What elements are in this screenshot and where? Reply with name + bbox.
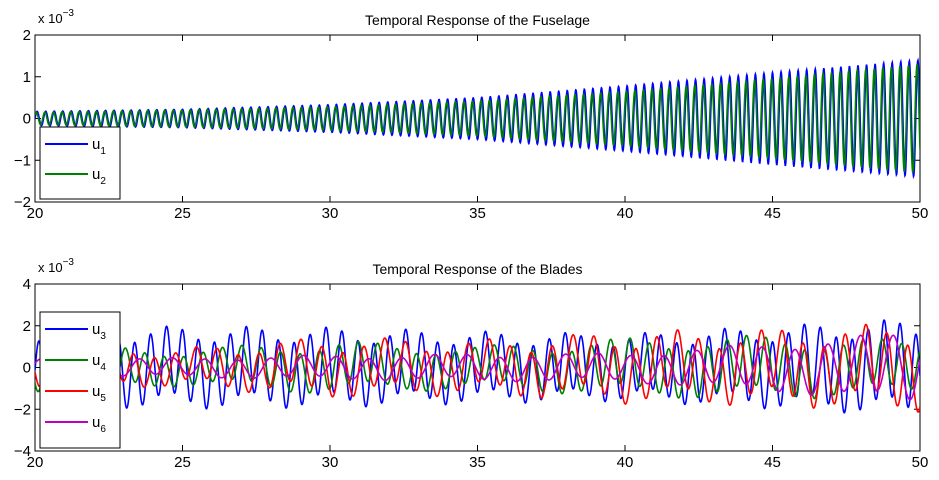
y-tick-label: −2 [14,401,31,418]
x-tick-label: 25 [174,205,191,222]
series-line-u6 [35,334,920,401]
legend-entry-u2: u2 [92,166,106,187]
x-tick-label: 35 [469,205,486,222]
chart-title: Temporal Response of the Blades [372,261,582,277]
series-line-u1 [35,57,920,180]
series-line-u2 [35,64,920,173]
y-tick-label: 2 [23,27,31,44]
legend-label: u [92,414,100,431]
series-group [35,319,920,414]
legend-label: u [92,321,100,338]
legend-label-subscript: 5 [100,393,106,404]
x-tick-label: 35 [469,454,486,471]
y-tick-label: 1 [23,69,31,86]
x-tick-label: 45 [764,205,781,222]
legend-label-subscript: 6 [100,424,106,435]
y-tick-label: 0 [23,111,31,128]
x-tick-label: 40 [617,205,634,222]
x-tick-label: 50 [912,454,929,471]
chart-title: Temporal Response of the Fuselage [365,12,590,28]
x-tick-label: 20 [27,205,44,222]
legend-label: u [92,166,100,183]
legend-label-subscript: 1 [100,146,106,157]
y-exponent-power: −3 [63,8,75,19]
legend-label: u [92,136,100,153]
x-tick-label: 25 [174,454,191,471]
legend-label: u [92,352,100,369]
x-tick-label: 30 [322,454,339,471]
y-exponent-base: x 10 [38,260,63,275]
y-tick-label: 4 [23,276,31,293]
series-line-u5 [35,323,920,413]
x-tick-label: 45 [764,454,781,471]
y-tick-label: 0 [23,360,31,377]
legend-entry-u3: u3 [92,321,106,342]
legend-label-subscript: 2 [100,176,106,187]
x-tick-label: 40 [617,454,634,471]
legend-label-subscript: 3 [100,331,106,342]
y-tick-label: 2 [23,318,31,335]
y-exponent-power: −3 [63,257,75,268]
y-tick-label: −4 [14,443,31,460]
legend-entry-u4: u4 [92,352,106,373]
x-tick-label: 20 [27,454,44,471]
x-tick-label: 50 [912,205,929,222]
y-exponent-label: x 10−3 [38,257,74,275]
x-tick-label: 30 [322,205,339,222]
legend-label: u [92,383,100,400]
legend-entry-u5: u5 [92,383,106,404]
chart-panel-1: Temporal Response of the Fuselage x 10−3 2… [14,8,928,222]
legend-box [39,126,121,200]
legend-box [39,311,121,449]
y-tick-label: −2 [14,194,31,211]
y-tick-label: −1 [14,152,31,169]
legend-label-subscript: 4 [100,362,106,373]
series-group [35,57,920,180]
legend-entry-u1: u1 [92,136,106,157]
y-exponent-base: x 10 [38,11,63,26]
y-exponent-label: x 10−3 [38,8,74,26]
legend-entry-u6: u6 [92,414,106,435]
series-line-u3 [35,319,920,414]
